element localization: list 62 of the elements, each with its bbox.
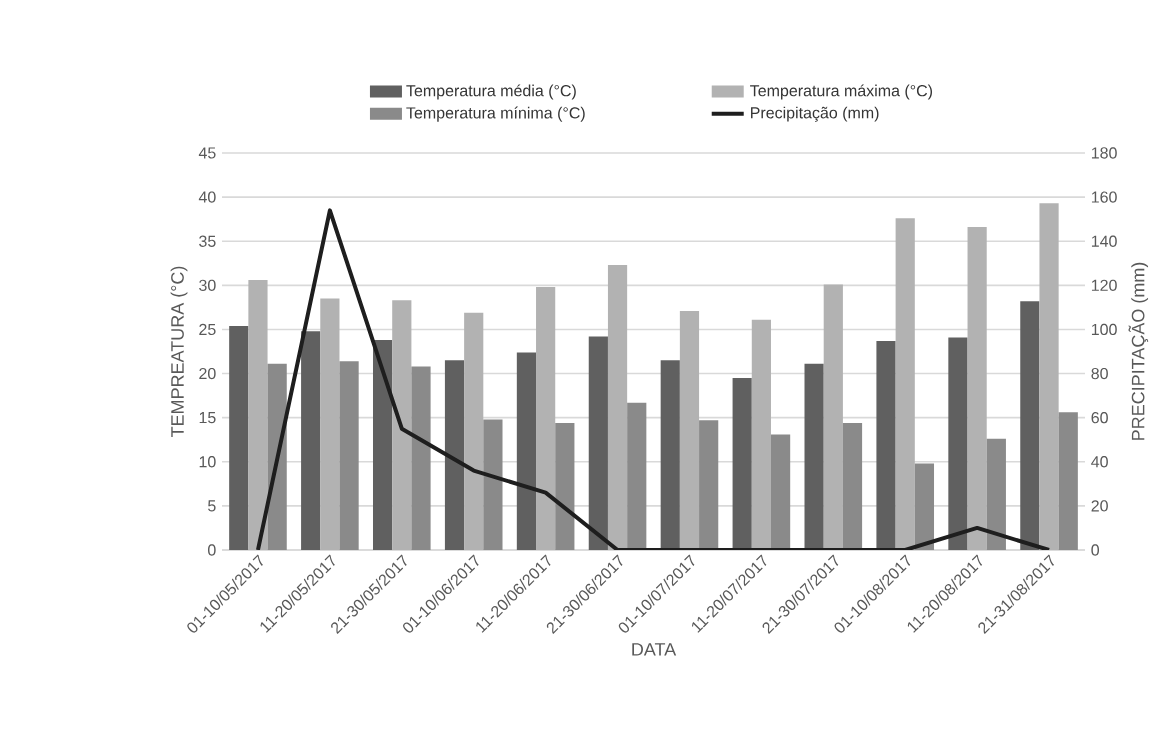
bar xyxy=(679,310,700,550)
legend-label: Temperatura mínima (°C) xyxy=(406,106,585,122)
bar xyxy=(464,312,484,550)
bar xyxy=(555,422,575,550)
bar xyxy=(660,360,680,550)
bar xyxy=(770,434,791,550)
bar xyxy=(732,377,752,550)
bar xyxy=(914,463,935,550)
bar xyxy=(751,319,771,550)
legend-label: Temperatura média (°C) xyxy=(406,84,576,100)
y-tick-label: 25 xyxy=(199,323,216,336)
bar xyxy=(588,336,608,550)
bar xyxy=(627,402,647,550)
bar xyxy=(320,298,340,550)
y-tick-label: 20 xyxy=(199,367,216,380)
bar xyxy=(339,361,359,550)
bar xyxy=(392,300,412,550)
y-tick-label: 10 xyxy=(199,456,216,468)
y2-axis-title: PRECIPITAÇÃO (mm) xyxy=(1128,262,1149,440)
y2-tick-label: 100 xyxy=(1091,323,1117,336)
bar xyxy=(248,280,268,550)
y2-tick-label: 180 xyxy=(1091,147,1117,159)
bar xyxy=(986,438,1006,550)
y-tick-label: 40 xyxy=(198,191,216,203)
bar xyxy=(842,422,863,550)
y2-tick-label: 0 xyxy=(1091,544,1100,556)
bar xyxy=(607,265,628,550)
y-tick-label: 15 xyxy=(199,412,216,424)
bar xyxy=(1020,301,1040,550)
bar xyxy=(876,340,896,550)
y2-tick-label: 120 xyxy=(1091,279,1117,291)
bar xyxy=(411,366,431,550)
y-tick-label: 30 xyxy=(199,279,216,291)
legend-label: Temperatura máxima (°C) xyxy=(750,84,933,100)
y2-tick-label: 160 xyxy=(1091,191,1117,203)
y2-tick-label: 60 xyxy=(1091,412,1108,424)
bar xyxy=(444,360,465,550)
y-tick-label: 5 xyxy=(208,500,216,512)
bar xyxy=(301,331,321,550)
bar xyxy=(229,325,249,550)
bar xyxy=(1058,412,1078,550)
y-tick-label: 0 xyxy=(208,544,216,556)
bar xyxy=(536,287,556,550)
y2-tick-label: 80 xyxy=(1091,367,1108,380)
bar xyxy=(967,227,987,550)
bar xyxy=(699,420,719,550)
y-tick-label: 45 xyxy=(198,147,216,159)
bar xyxy=(948,337,968,550)
bar xyxy=(823,284,843,550)
y2-tick-label: 140 xyxy=(1091,235,1117,247)
legend-label: Precipitação (mm) xyxy=(751,106,879,122)
y-tick-label: 35 xyxy=(199,235,216,247)
bar xyxy=(1039,203,1059,550)
bar xyxy=(895,218,915,550)
bar xyxy=(804,363,824,550)
x-axis-title: DATA xyxy=(632,643,677,656)
bar xyxy=(483,419,503,550)
y2-tick-label: 40 xyxy=(1091,456,1108,468)
bar xyxy=(516,352,537,550)
y2-tick-label: 20 xyxy=(1091,500,1108,512)
bar xyxy=(373,340,393,550)
y-axis-title: TEMPREATURA (°C) xyxy=(170,266,188,438)
